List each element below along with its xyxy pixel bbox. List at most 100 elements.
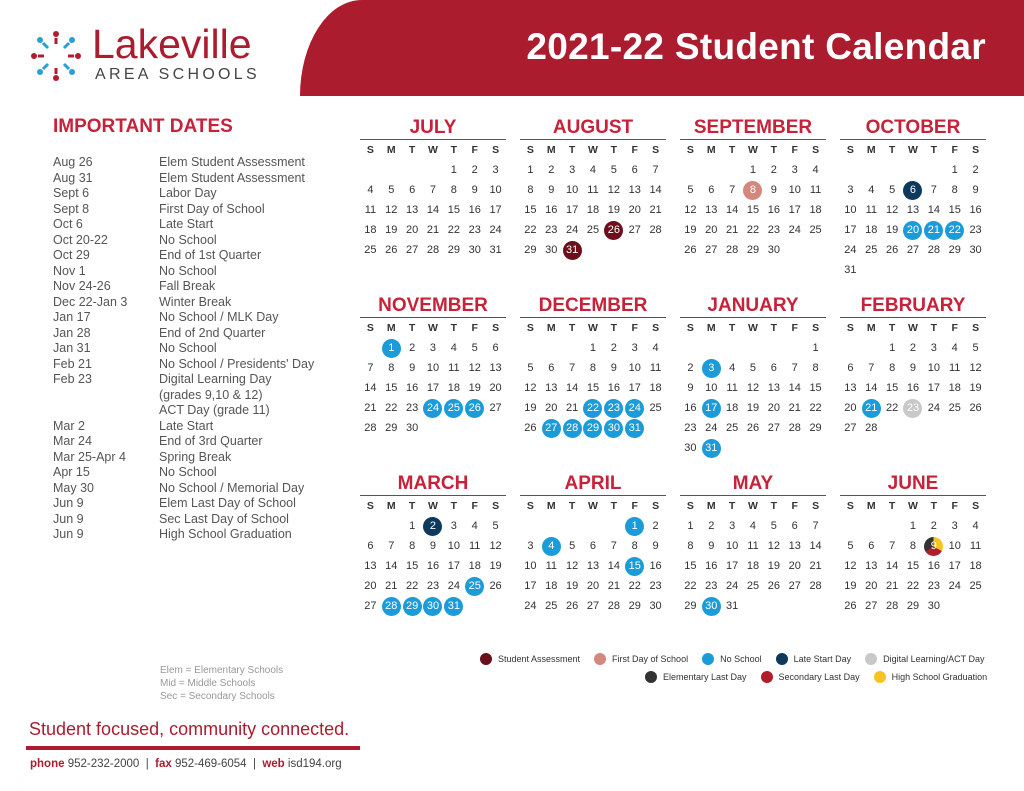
day: 6	[868, 540, 875, 552]
day: 7	[652, 164, 659, 176]
legend-label: Student Assessment	[498, 654, 581, 664]
event: Late Start	[159, 418, 214, 433]
important-date-item: Jan 31 No School	[53, 341, 314, 357]
empty-cell	[722, 338, 743, 358]
weekday-header: F	[631, 322, 638, 334]
day: 17	[726, 560, 739, 572]
day: 11	[949, 362, 961, 374]
important-dates-list: Aug 26 Elem Student Assessment Aug 31 Elem …	[53, 155, 314, 543]
legend-dot-icon	[865, 653, 878, 665]
weekday-header: T	[450, 144, 458, 156]
day: 24	[705, 422, 718, 434]
day: 6	[708, 184, 715, 196]
weekday-header: W	[908, 322, 918, 334]
day-no-school: 31	[701, 438, 722, 458]
day: 14	[566, 382, 579, 394]
day: 29	[809, 422, 822, 434]
day: 26	[746, 422, 760, 434]
day: 24	[524, 600, 537, 612]
day: 4	[812, 164, 819, 176]
weekday-header: W	[588, 144, 598, 156]
weekday-header: W	[588, 322, 598, 334]
day-no-school: 24	[624, 398, 645, 418]
weekday-header: S	[492, 500, 500, 512]
day: 10	[426, 362, 440, 374]
day: 1	[450, 164, 457, 176]
weekday-header: S	[526, 144, 534, 156]
event: End of 2nd Quarter	[159, 325, 266, 340]
day: 7	[429, 184, 437, 196]
weekday-header: T	[728, 322, 736, 334]
month-name: JANUARY	[680, 295, 826, 318]
weekday-header: M	[866, 322, 876, 334]
day: 27	[906, 244, 920, 256]
day: 20	[767, 402, 780, 414]
day: 17	[566, 204, 579, 216]
day: 10	[726, 540, 739, 552]
day: 8	[409, 540, 416, 552]
empty-cell	[381, 160, 402, 180]
important-date-item: Nov 24-26 Fall Break	[53, 279, 314, 295]
day: 25	[865, 244, 878, 256]
empty-cell	[903, 160, 924, 180]
phone-label: phone	[30, 758, 65, 770]
day-no-school: 1	[381, 338, 402, 358]
important-date-item: Oct 6 Late Start	[53, 217, 314, 233]
important-date-item: Jun 9 Sec Last Day of School	[53, 512, 314, 528]
day: 16	[969, 204, 982, 216]
empty-cell	[360, 516, 381, 536]
day: 20	[545, 402, 558, 414]
date: Nov 1	[53, 263, 86, 278]
weekday-header: M	[706, 322, 716, 334]
web-link[interactable]: isd194.org	[287, 758, 342, 770]
day-no-school: 17	[701, 398, 722, 418]
date: Sept 8	[53, 201, 90, 216]
day: 10	[927, 362, 940, 374]
important-date-item: Feb 21 No School / Presidents' Day	[53, 357, 314, 373]
abbr-mid: Mid = Middle Schools	[160, 678, 256, 689]
day: 14	[726, 204, 739, 216]
day: 5	[569, 540, 576, 552]
day: 20	[406, 224, 419, 236]
day: 16	[607, 382, 620, 394]
day-no-school: 20	[903, 220, 924, 240]
day: 15	[447, 204, 460, 216]
day: 27	[489, 402, 502, 414]
day: 2	[770, 164, 777, 176]
weekday-header: T	[568, 144, 576, 156]
day: 16	[406, 382, 419, 394]
day: 22	[886, 402, 899, 414]
weekday-header: T	[450, 322, 458, 334]
legend-item: No School	[702, 653, 762, 665]
date: Jun 9	[53, 496, 84, 510]
day: 13	[586, 560, 600, 572]
day: 25	[726, 422, 739, 434]
weekday-header: T	[888, 144, 896, 156]
day: 19	[969, 382, 982, 394]
legend-item: High School Graduation	[873, 671, 987, 683]
day-no-school: 29	[402, 596, 423, 616]
weekday-header: S	[686, 144, 694, 156]
day: 24	[726, 580, 739, 592]
day: 1	[527, 164, 534, 176]
day-assessment: 31	[562, 240, 583, 260]
weekday-header: T	[930, 144, 938, 156]
day: 28	[364, 422, 377, 434]
day: 12	[566, 560, 579, 572]
day: 20	[586, 580, 600, 592]
day: 27	[865, 600, 878, 612]
phone: 952-232-2000	[67, 758, 140, 770]
day: 7	[729, 184, 736, 196]
day: 19	[385, 224, 398, 236]
day: 4	[951, 342, 958, 354]
important-date-item: Mar 25-Apr 4 Spring Break	[53, 450, 314, 466]
brand-name: Lakeville	[92, 21, 252, 67]
day: 2	[610, 342, 617, 354]
day: 1	[951, 164, 958, 176]
weekday-header: S	[526, 322, 534, 334]
day-late-start: 2	[423, 516, 444, 536]
day-last-day-graduation: 9	[923, 536, 944, 556]
weekday-header: T	[930, 322, 938, 334]
event: Fall Break	[159, 279, 216, 293]
day: 6	[409, 184, 416, 196]
